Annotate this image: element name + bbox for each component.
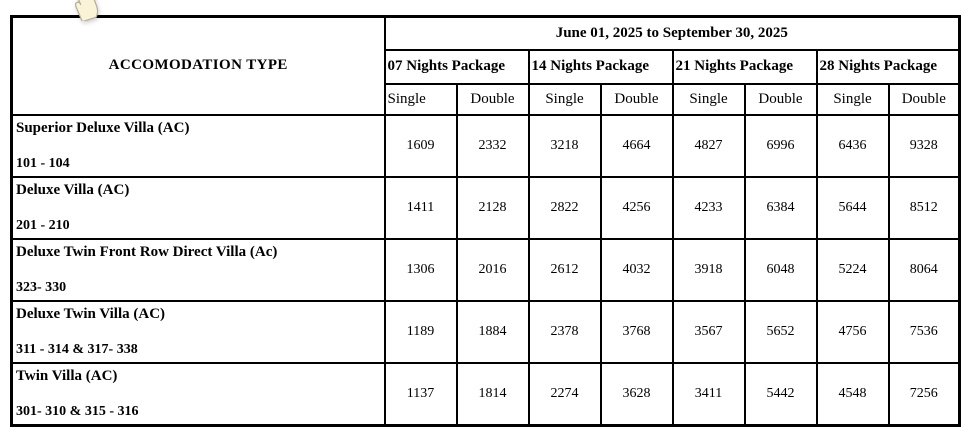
villa-room-numbers: 201 - 210 (16, 217, 70, 233)
price-cell: 8512 (887, 175, 961, 240)
price-cell: 6996 (743, 113, 818, 178)
table-row-twin-villa: Twin Villa (AC) 301- 310 & 315 - 316 113… (10, 361, 961, 426)
rates-table: ACCOMODATION TYPE June 01, 2025 to Septe… (10, 15, 962, 427)
price-cell: 3628 (599, 361, 674, 426)
occupancy-header: Double (599, 82, 674, 116)
package-header-21-nights: 21 Nights Package (671, 48, 818, 85)
villa-name: Deluxe Twin Villa (AC) (16, 305, 166, 322)
occupancy-header: Single (527, 82, 602, 116)
villa-room-numbers: 323- 330 (16, 279, 67, 295)
table-row-deluxe-twin-villa: Deluxe Twin Villa (AC) 311 - 314 & 317- … (10, 299, 961, 364)
accommodation-cell: Deluxe Twin Front Row Direct Villa (Ac) … (10, 237, 386, 302)
date-range-header: June 01, 2025 to September 30, 2025 (383, 15, 961, 51)
table-row-deluxe-twin-front-row-direct-villa: Deluxe Twin Front Row Direct Villa (Ac) … (10, 237, 961, 302)
price-cell: 5644 (815, 175, 890, 240)
price-cell: 3768 (599, 299, 674, 364)
price-cell: 2128 (455, 175, 530, 240)
price-cell: 4256 (599, 175, 674, 240)
villa-room-numbers: 301- 310 & 315 - 316 (16, 403, 139, 419)
price-cell: 4032 (599, 237, 674, 302)
accommodation-type-header: ACCOMODATION TYPE (10, 15, 386, 116)
price-cell: 2612 (527, 237, 602, 302)
occupancy-header: Double (743, 82, 818, 116)
price-cell: 6436 (815, 113, 890, 178)
villa-name: Deluxe Villa (AC) (16, 181, 130, 198)
price-cell: 1137 (383, 361, 458, 426)
price-cell: 1884 (455, 299, 530, 364)
price-cell: 9328 (887, 113, 961, 178)
occupancy-header: Single (383, 82, 458, 116)
price-cell: 7536 (887, 299, 961, 364)
villa-name: Superior Deluxe Villa (AC) (16, 119, 190, 136)
price-cell: 1411 (383, 175, 458, 240)
villa-room-numbers: 311 - 314 & 317- 338 (16, 341, 138, 357)
villa-room-numbers: 101 - 104 (16, 155, 70, 171)
package-header-14-nights: 14 Nights Package (527, 48, 674, 85)
price-cell: 4548 (815, 361, 890, 426)
package-header-07-nights: 07 Nights Package (383, 48, 530, 85)
price-cell: 4664 (599, 113, 674, 178)
accommodation-cell: Twin Villa (AC) 301- 310 & 315 - 316 (10, 361, 386, 426)
price-cell: 2822 (527, 175, 602, 240)
price-cell: 2016 (455, 237, 530, 302)
rates-table-container: ACCOMODATION TYPE June 01, 2025 to Septe… (10, 15, 962, 427)
price-cell: 8064 (887, 237, 961, 302)
price-cell: 1609 (383, 113, 458, 178)
price-cell: 5442 (743, 361, 818, 426)
villa-name: Twin Villa (AC) (16, 367, 118, 384)
package-header-28-nights: 28 Nights Package (815, 48, 961, 85)
price-cell: 6048 (743, 237, 818, 302)
table-row-superior-deluxe-villa: Superior Deluxe Villa (AC) 101 - 104 160… (10, 113, 961, 178)
occupancy-header: Single (671, 82, 746, 116)
price-cell: 3567 (671, 299, 746, 364)
occupancy-header: Double (455, 82, 530, 116)
accommodation-cell: Deluxe Villa (AC) 201 - 210 (10, 175, 386, 240)
price-cell: 2378 (527, 299, 602, 364)
price-cell: 3218 (527, 113, 602, 178)
price-cell: 2274 (527, 361, 602, 426)
price-cell: 5652 (743, 299, 818, 364)
villa-name: Deluxe Twin Front Row Direct Villa (Ac) (16, 243, 278, 260)
price-cell: 2332 (455, 113, 530, 178)
price-cell: 6384 (743, 175, 818, 240)
price-cell: 1306 (383, 237, 458, 302)
occupancy-header: Single (815, 82, 890, 116)
price-cell: 4756 (815, 299, 890, 364)
price-cell: 7256 (887, 361, 961, 426)
occupancy-header: Double (887, 82, 961, 116)
price-cell: 3918 (671, 237, 746, 302)
price-cell: 3411 (671, 361, 746, 426)
accommodation-cell: Deluxe Twin Villa (AC) 311 - 314 & 317- … (10, 299, 386, 364)
price-cell: 4233 (671, 175, 746, 240)
table-row-deluxe-villa: Deluxe Villa (AC) 201 - 210 1411 2128 28… (10, 175, 961, 240)
price-cell: 1814 (455, 361, 530, 426)
price-cell: 1189 (383, 299, 458, 364)
price-cell: 4827 (671, 113, 746, 178)
price-cell: 5224 (815, 237, 890, 302)
accommodation-cell: Superior Deluxe Villa (AC) 101 - 104 (10, 113, 386, 178)
